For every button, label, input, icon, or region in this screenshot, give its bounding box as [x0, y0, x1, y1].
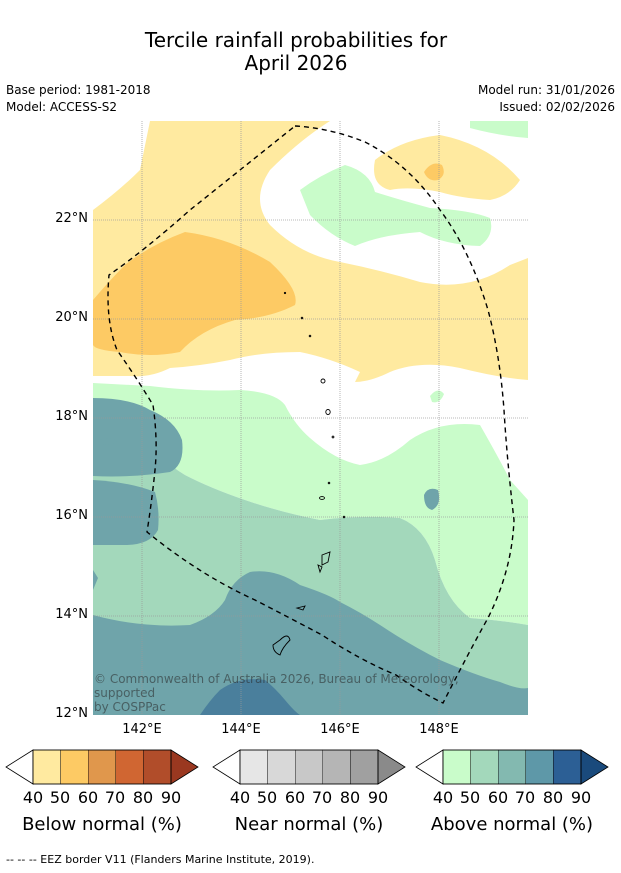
lon-label: 142°E — [122, 722, 162, 737]
region-above-60-sw — [93, 480, 159, 545]
colorbar-tick: 60 — [487, 788, 509, 807]
colorbars — [5, 749, 609, 785]
region-above-60-south — [93, 571, 528, 715]
colorbar-tick: 80 — [542, 788, 564, 807]
island-saipan-tinian — [317, 551, 331, 574]
colorbar-tick: 40 — [229, 788, 251, 807]
region-above-70 — [200, 679, 300, 715]
colorbar-tick: 70 — [104, 788, 126, 807]
colorbar-below-segment — [87, 749, 116, 785]
map-title-line2: April 2026 — [244, 51, 348, 75]
colorbar-above-segment — [442, 749, 471, 785]
colorbar-above-extend-high — [580, 749, 609, 785]
issued-date: Issued: 02/02/2026 — [499, 100, 615, 114]
colorbar-below-extend-low — [5, 749, 34, 785]
colorbar-label-near: Near normal (%) — [234, 814, 384, 835]
island-guam — [272, 635, 291, 656]
colorbar-label-below: Below normal (%) — [22, 814, 182, 835]
lat-label: 22°N — [55, 211, 88, 226]
copyright-notice: © Commonwealth of Australia 2026, Bureau… — [94, 672, 459, 714]
lat-label: 16°N — [55, 508, 88, 523]
colorbar-above-segment — [498, 749, 527, 785]
colorbar-above-extend-low — [415, 749, 444, 785]
lat-label: 12°N — [55, 706, 88, 721]
region-above-60-spot3 — [93, 570, 98, 590]
base-period: Base period: 1981-2018 — [6, 83, 151, 97]
colorbar-ticks-near: 40 50 60 70 80 90 — [0, 788, 621, 808]
colorbar-above-segment — [470, 749, 499, 785]
graticule — [93, 121, 528, 715]
colorbar-label-above: Above normal (%) — [430, 814, 594, 835]
colorbar-ticks-below: 40 50 60 70 80 90 — [0, 788, 621, 808]
region-below-50 — [93, 232, 296, 355]
colorbar-tick: 70 — [514, 788, 536, 807]
region-above-60-spot2 — [424, 488, 440, 510]
region-above-60-spot1 — [100, 438, 118, 445]
colorbar-tick: 90 — [367, 788, 389, 807]
colorbar-tick: 50 — [256, 788, 278, 807]
colorbar-near-extend-low — [212, 749, 241, 785]
colorbar-near-segment — [322, 749, 351, 785]
lat-label: 18°N — [55, 409, 88, 424]
map-title-line1: Tercile rainfall probabilities for — [144, 28, 448, 52]
model-name: Model: ACCESS-S2 — [6, 100, 118, 114]
lon-label: 148°E — [419, 722, 459, 737]
colorbar-near-outline — [239, 749, 379, 785]
colorbar-below-segment — [60, 749, 89, 785]
colorbar-above-segment — [553, 749, 582, 785]
lon-label: 144°E — [221, 722, 261, 737]
colorbar-tick: 70 — [311, 788, 333, 807]
region-below-40-ne — [374, 135, 520, 200]
eez-legend: -- -- -- EEZ border V11 (Flanders Marine… — [6, 853, 315, 866]
colorbar-near-extend-high — [377, 749, 406, 785]
colorbar-tick: 90 — [160, 788, 182, 807]
colorbar-near-segment — [239, 749, 268, 785]
colorbar-tick: 40 — [22, 788, 44, 807]
colorbar-tick: 80 — [132, 788, 154, 807]
lat-label: 14°N — [55, 607, 88, 622]
colorbar-above-outline — [442, 749, 582, 785]
lon-label: 146°E — [320, 722, 360, 737]
colorbar-above-segment — [525, 749, 554, 785]
island-rota — [295, 605, 306, 611]
region-above-40-north — [300, 165, 492, 246]
colorbar-tick: 50 — [459, 788, 481, 807]
probability-shading — [93, 121, 528, 715]
colorbar-tick: 80 — [339, 788, 361, 807]
colorbar-near-segment — [295, 749, 324, 785]
colorbar-below-extend-high — [170, 749, 199, 785]
lat-label: 20°N — [55, 310, 88, 325]
islands — [272, 291, 346, 656]
colorbar-tick: 90 — [570, 788, 592, 807]
colorbar-tick: 60 — [77, 788, 99, 807]
colorbar-near-segment — [350, 749, 379, 785]
eez-border — [107, 125, 515, 704]
colorbar-below-outline — [32, 749, 172, 785]
region-above-40-nw — [470, 121, 528, 138]
colorbar-tick: 40 — [432, 788, 454, 807]
colorbar-tick: 50 — [49, 788, 71, 807]
colorbar-below-segment — [32, 749, 61, 785]
colorbar-below-segment — [143, 749, 172, 785]
model-run: Model run: 31/01/2026 — [477, 83, 615, 97]
colorbar-below-segment — [115, 749, 144, 785]
region-above-40-spot — [430, 390, 444, 403]
colorbar-tick: 60 — [284, 788, 306, 807]
colorbar-ticks-above: 40 50 60 70 80 90 — [0, 788, 621, 808]
colorbar-near-segment — [267, 749, 296, 785]
region-above-40-main — [93, 383, 528, 625]
